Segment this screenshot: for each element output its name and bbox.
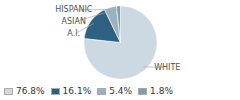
html-text:1.8%: 1.8% bbox=[150, 86, 173, 96]
html-text:5.4%: 5.4% bbox=[109, 86, 133, 96]
svg-text:WHITE: WHITE bbox=[154, 63, 180, 72]
svg-text:A.I.: A.I. bbox=[67, 29, 80, 38]
svg-text:HISPANIC: HISPANIC bbox=[55, 5, 93, 14]
html-text:76.8%: 76.8% bbox=[16, 86, 45, 96]
html-text:16.1%: 16.1% bbox=[62, 86, 92, 96]
svg-text:ASIAN: ASIAN bbox=[62, 17, 86, 26]
